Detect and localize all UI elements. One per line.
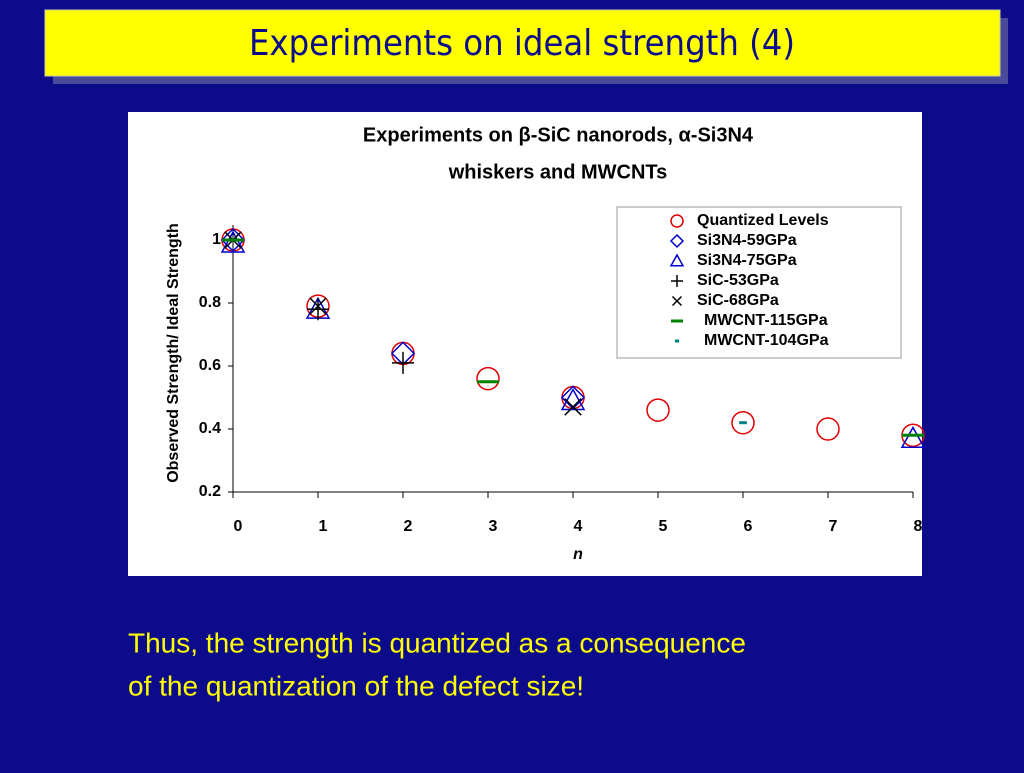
caption: of the quantization of the defect size!	[128, 670, 584, 701]
x-tick-label: 5	[659, 518, 668, 535]
y-tick-label: 0.4	[199, 420, 221, 437]
legend-label: MWCNT-104GPa	[704, 332, 829, 349]
data-point	[731, 410, 755, 435]
legend-label: SiC-53GPa	[697, 272, 779, 289]
caption: Thus, the strength is quantized as a con…	[128, 627, 746, 658]
x-axis-label: n	[573, 546, 583, 563]
data-point	[392, 351, 414, 374]
y-tick-label: 0.8	[199, 294, 221, 311]
legend-marker	[670, 214, 684, 228]
data-point	[560, 385, 586, 410]
legend-marker	[669, 233, 685, 249]
y-axis-label: Observed Strength/ Ideal Strength	[165, 223, 182, 483]
x-tick-label: 0	[234, 518, 243, 535]
data-point	[309, 297, 327, 315]
data-point	[307, 298, 329, 321]
y-tick-label: 0.6	[199, 357, 221, 374]
data-point	[220, 230, 246, 253]
data-point	[560, 388, 586, 411]
legend-label: Quantized Levels	[697, 212, 829, 229]
legend-label: Si3N4-75GPa	[697, 252, 797, 269]
y-tick-label: 0.2	[199, 483, 221, 500]
chart-title: whiskers and MWCNTs	[448, 161, 668, 183]
slide-title: Experiments on ideal strength (4)	[249, 23, 795, 64]
legend-label: MWCNT-115GPa	[704, 312, 828, 329]
title-box	[44, 9, 1001, 77]
data-point	[900, 425, 926, 448]
x-tick-label: 7	[829, 518, 838, 535]
x-tick-label: 6	[744, 518, 753, 535]
legend-label: Si3N4-59GPa	[697, 232, 797, 249]
legend-box	[616, 206, 902, 359]
data-point	[220, 227, 246, 253]
data-point	[816, 417, 840, 441]
legend-marker	[669, 253, 685, 267]
data-point	[646, 398, 670, 422]
x-tick-label: 4	[574, 518, 583, 535]
data-point	[564, 398, 582, 416]
x-tick-label: 8	[914, 518, 923, 535]
y-tick-label: 1	[212, 231, 221, 248]
legend-marker	[671, 275, 683, 287]
legend-label: SiC-68GPa	[697, 292, 779, 309]
x-tick-label: 3	[489, 518, 498, 535]
chart-title: Experiments on β-SiC nanorods, α-Si3N4	[363, 124, 754, 146]
data-point	[476, 366, 500, 391]
x-tick-label: 1	[319, 518, 328, 535]
legend-marker	[671, 295, 683, 307]
x-tick-label: 2	[404, 518, 413, 535]
